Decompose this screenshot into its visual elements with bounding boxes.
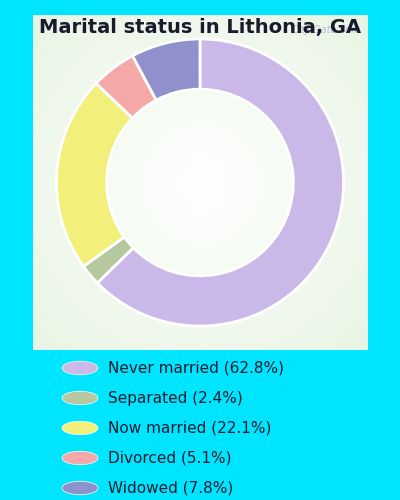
Wedge shape [84, 237, 133, 283]
Circle shape [62, 481, 98, 495]
Wedge shape [56, 84, 132, 266]
Circle shape [62, 421, 98, 434]
Wedge shape [96, 56, 156, 118]
Text: City-Data.com: City-Data.com [291, 25, 361, 35]
Text: Divorced (5.1%): Divorced (5.1%) [108, 450, 232, 466]
Text: Widowed (7.8%): Widowed (7.8%) [108, 480, 233, 496]
Text: Now married (22.1%): Now married (22.1%) [108, 420, 271, 436]
Circle shape [62, 391, 98, 405]
Text: Never married (62.8%): Never married (62.8%) [108, 360, 284, 376]
Text: Marital status in Lithonia, GA: Marital status in Lithonia, GA [39, 18, 361, 36]
Wedge shape [97, 39, 344, 326]
Circle shape [62, 452, 98, 465]
Wedge shape [132, 39, 200, 100]
Circle shape [62, 361, 98, 375]
Text: Separated (2.4%): Separated (2.4%) [108, 390, 243, 406]
